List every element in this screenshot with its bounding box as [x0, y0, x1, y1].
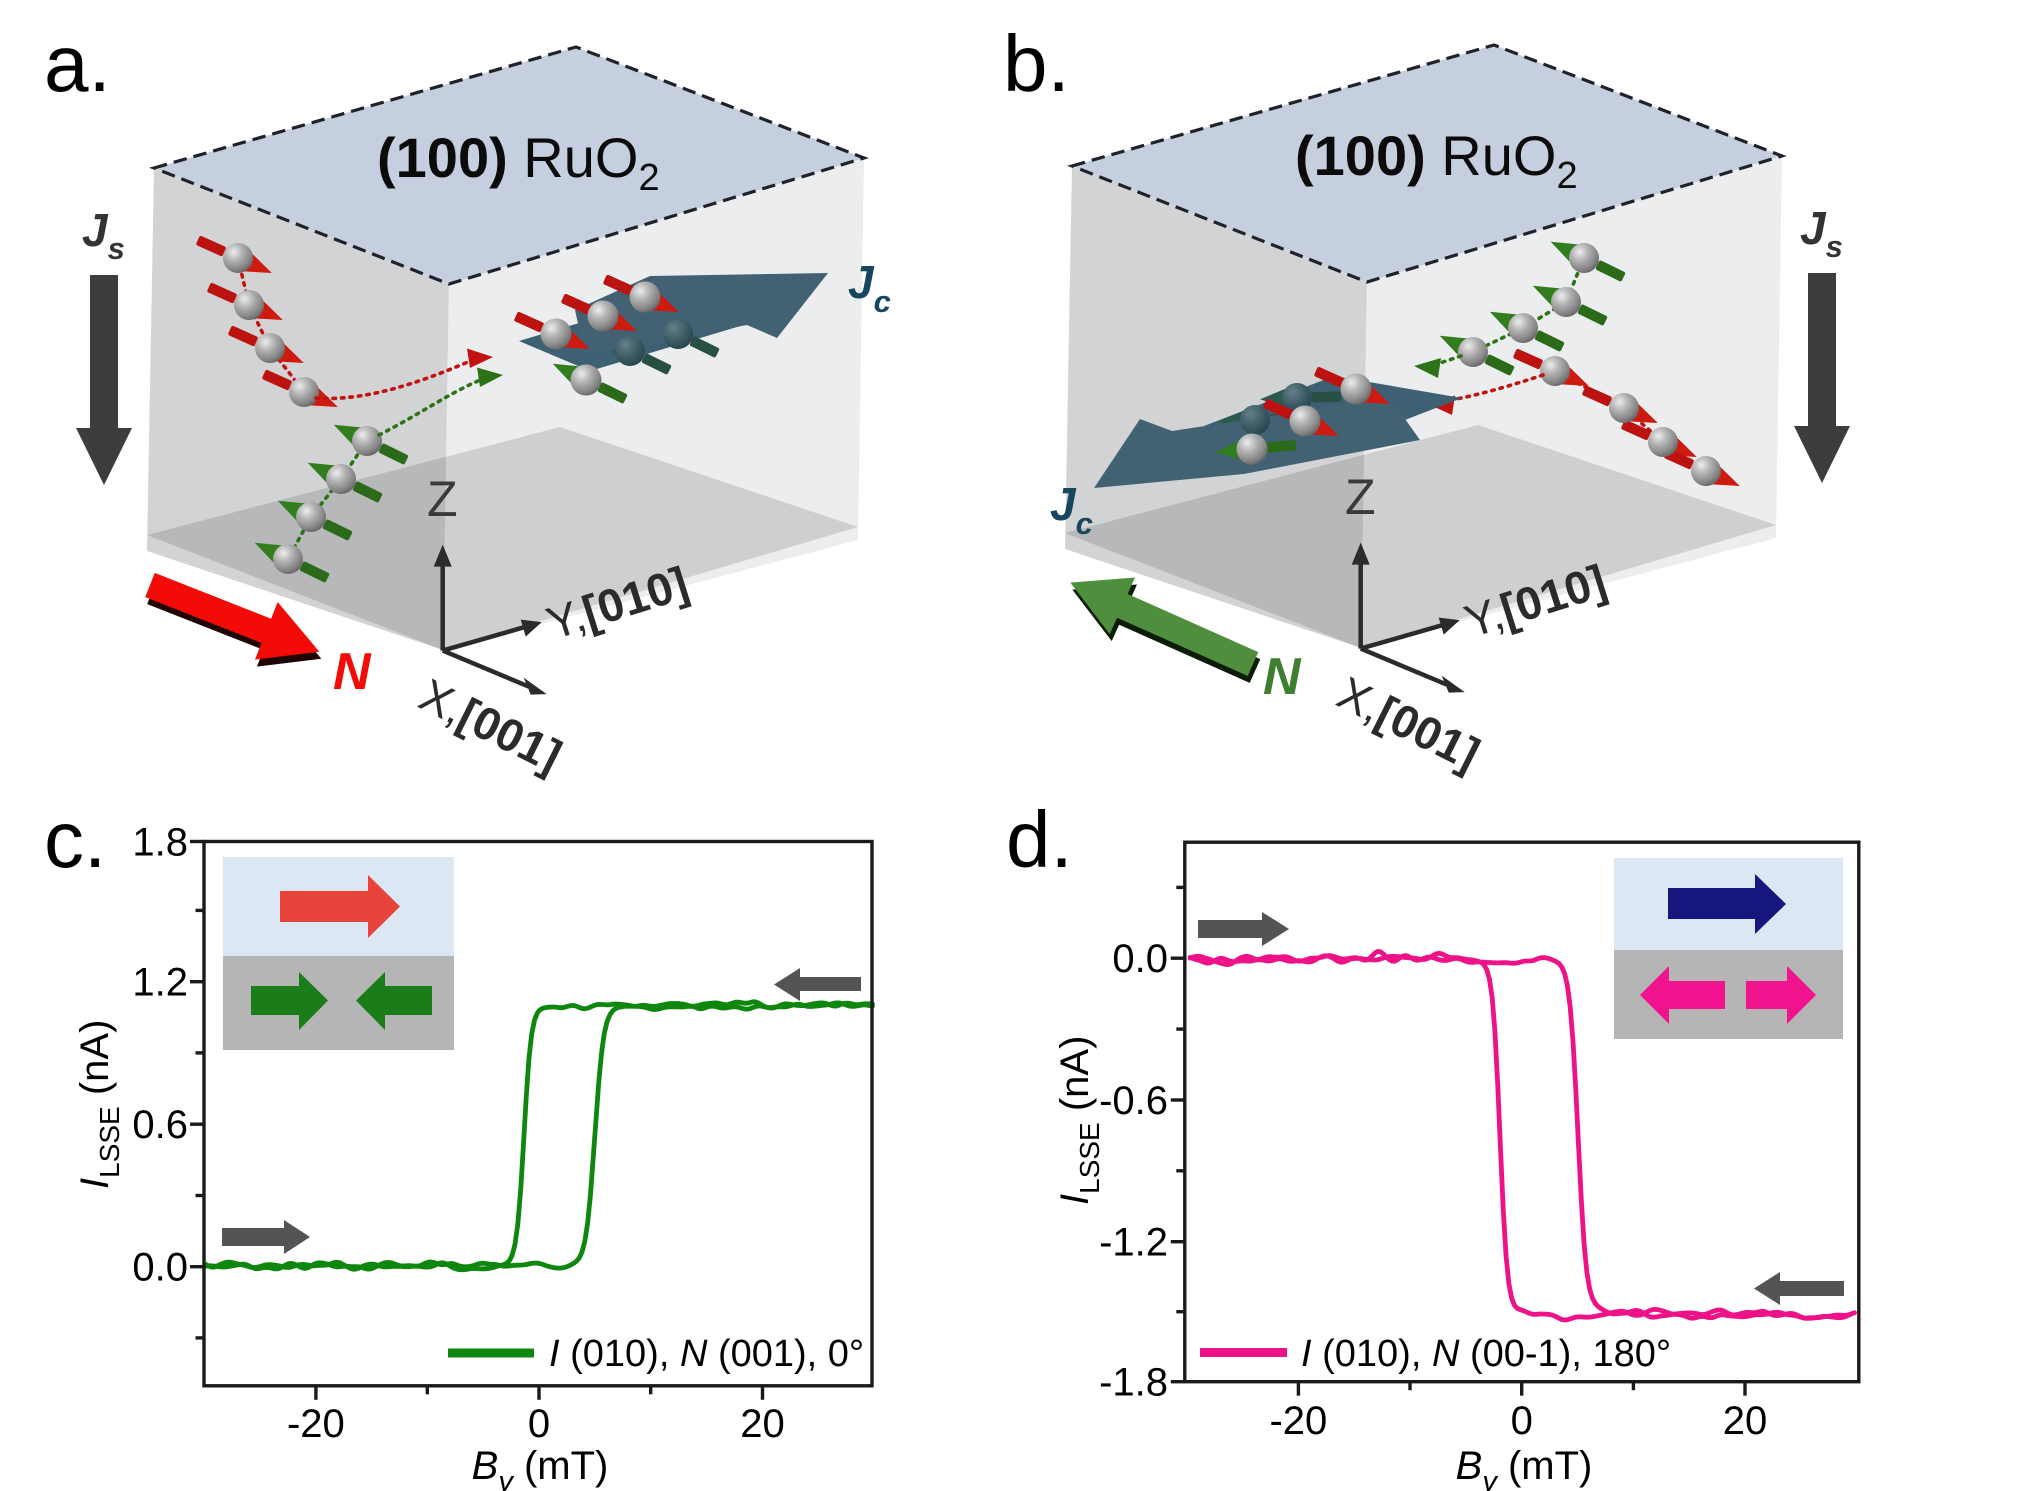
svg-text:0: 0 — [528, 1402, 550, 1446]
svg-text:(100) RuO2: (100) RuO2 — [377, 126, 660, 199]
svg-text:1.2: 1.2 — [132, 961, 188, 1005]
svg-text:By (mT): By (mT) — [472, 1444, 609, 1491]
svg-text:0.0: 0.0 — [132, 1246, 188, 1290]
svg-text:c.: c. — [44, 795, 106, 884]
svg-text:0: 0 — [1511, 1399, 1533, 1443]
svg-text:By (mT): By (mT) — [1456, 1444, 1593, 1491]
svg-text:-0.6: -0.6 — [1099, 1079, 1168, 1123]
svg-text:ILSSE (nA): ILSSE (nA) — [1053, 1036, 1105, 1205]
svg-text:-1.8: -1.8 — [1099, 1361, 1168, 1405]
svg-text:I (010), N (00-1), 180°: I (010), N (00-1), 180° — [1301, 1333, 1671, 1375]
svg-text:d.: d. — [1006, 795, 1073, 884]
svg-text:ILSSE (nA): ILSSE (nA) — [73, 1020, 125, 1189]
svg-text:0.0: 0.0 — [1112, 937, 1168, 981]
svg-text:I (010), N (001), 0°: I (010), N (001), 0° — [549, 1333, 864, 1375]
svg-text:-20: -20 — [287, 1402, 345, 1446]
svg-text:b.: b. — [1003, 19, 1070, 108]
svg-text:-20: -20 — [1269, 1399, 1327, 1443]
svg-text:N: N — [1263, 648, 1302, 706]
svg-text:-1.2: -1.2 — [1099, 1221, 1168, 1265]
svg-text:20: 20 — [740, 1402, 785, 1446]
svg-text:0.6: 0.6 — [132, 1103, 188, 1147]
svg-text:1.8: 1.8 — [132, 821, 188, 865]
svg-text:Z: Z — [427, 471, 458, 527]
svg-text:20: 20 — [1723, 1399, 1768, 1443]
svg-text:(100) RuO2: (100) RuO2 — [1295, 124, 1578, 197]
svg-text:a.: a. — [44, 19, 111, 108]
svg-text:N: N — [333, 643, 372, 701]
svg-text:Z: Z — [1345, 469, 1376, 525]
